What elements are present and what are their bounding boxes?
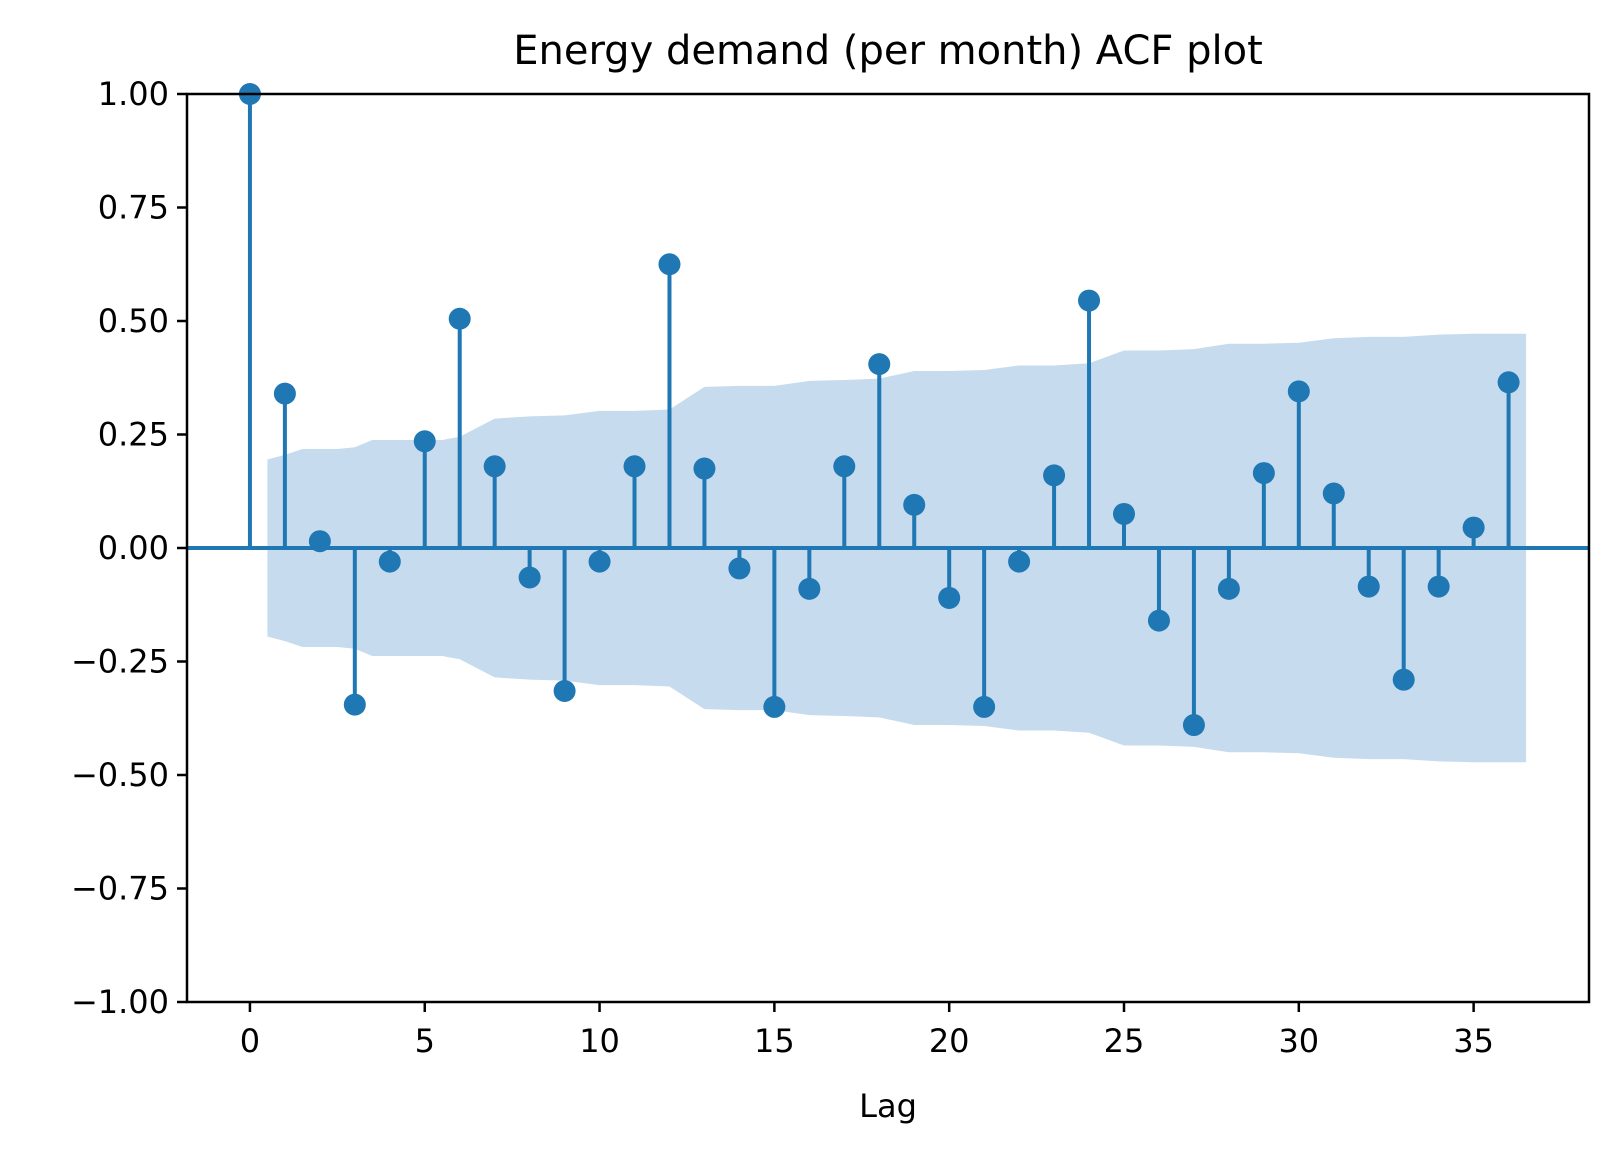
stem-marker-lag-8: [518, 566, 541, 589]
y-tick-label: −0.75: [71, 870, 169, 908]
stem-marker-lag-34: [1427, 575, 1450, 598]
y-tick-label: 0.50: [98, 302, 169, 340]
stem-marker-lag-13: [693, 457, 716, 480]
x-tick-label: 20: [929, 1022, 970, 1060]
y-tick-label: −0.50: [71, 756, 169, 794]
stem-marker-lag-6: [448, 307, 471, 330]
stem-marker-lag-18: [868, 353, 891, 376]
stem-marker-lag-32: [1357, 575, 1380, 598]
stem-marker-lag-3: [343, 693, 366, 716]
stem-marker-lag-17: [833, 455, 856, 478]
stem-marker-lag-10: [588, 550, 611, 573]
y-tick-label: −1.00: [71, 983, 169, 1021]
stem-layer: [187, 83, 1589, 737]
stem-marker-lag-23: [1043, 464, 1066, 487]
stem-marker-lag-31: [1322, 482, 1345, 505]
stem-marker-lag-30: [1287, 380, 1310, 403]
stem-marker-lag-21: [973, 695, 996, 718]
y-tick-label: 0.25: [98, 416, 169, 454]
stem-marker-lag-4: [378, 550, 401, 573]
stem-marker-lag-7: [483, 455, 506, 478]
x-tick-label: 0: [240, 1022, 260, 1060]
stem-marker-lag-27: [1182, 714, 1205, 737]
stem-marker-lag-5: [413, 430, 436, 453]
x-tick-label: 10: [579, 1022, 620, 1060]
y-tick-label: −0.25: [71, 643, 169, 681]
stem-marker-lag-29: [1252, 462, 1275, 485]
y-tick-label: 1.00: [98, 75, 169, 113]
y-tick-label: 0.75: [98, 189, 169, 227]
stem-marker-lag-16: [798, 577, 821, 600]
stem-marker-lag-22: [1008, 550, 1031, 573]
stem-marker-lag-20: [938, 586, 961, 609]
x-tick-label: 25: [1104, 1022, 1145, 1060]
stem-marker-lag-35: [1462, 516, 1485, 539]
stem-marker-lag-1: [273, 382, 296, 405]
x-axis-label: Lag: [859, 1087, 917, 1125]
stem-marker-lag-26: [1147, 609, 1170, 632]
chart-title: Energy demand (per month) ACF plot: [513, 28, 1263, 74]
stem-marker-lag-2: [308, 530, 331, 553]
x-tick-label: 35: [1453, 1022, 1494, 1060]
stem-marker-lag-19: [903, 493, 926, 516]
stem-marker-lag-9: [553, 680, 576, 703]
x-tick-label: 15: [754, 1022, 795, 1060]
y-tick-label: 0.00: [98, 529, 169, 567]
x-tick-label: 30: [1278, 1022, 1319, 1060]
stem-marker-lag-15: [763, 695, 786, 718]
stem-marker-lag-28: [1217, 577, 1240, 600]
stem-marker-lag-12: [658, 253, 681, 276]
stem-marker-lag-33: [1392, 668, 1415, 691]
axis-layer: 1.00 0.75 0.50 0.25 0.00 −0.25 −0.50 −0.75 −1.00…: [71, 75, 1591, 1060]
stem-marker-lag-24: [1078, 289, 1101, 312]
x-tick-label: 5: [415, 1022, 435, 1060]
stem-marker-lag-11: [623, 455, 646, 478]
stem-marker-lag-14: [728, 557, 751, 580]
stem-marker-lag-36: [1497, 371, 1520, 394]
stem-marker-lag-25: [1112, 502, 1135, 525]
